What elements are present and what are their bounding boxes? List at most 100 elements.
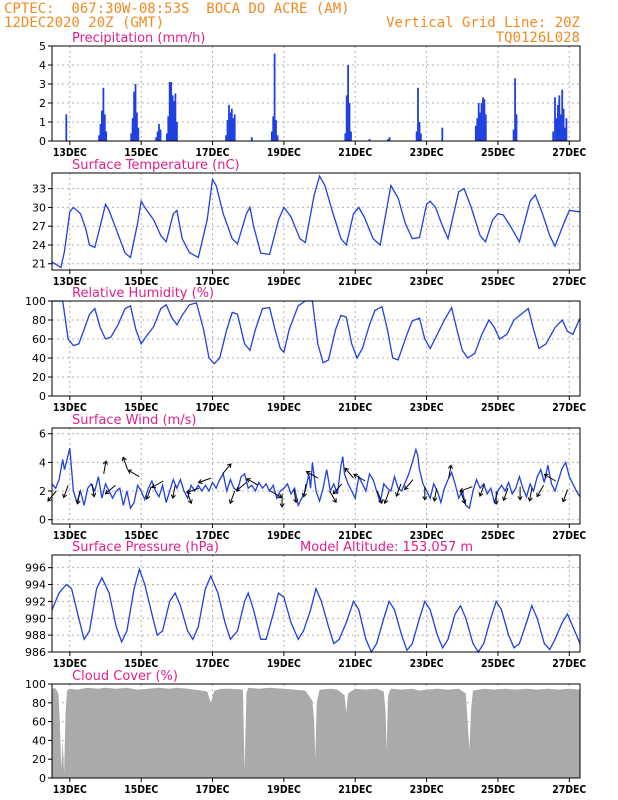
- precip-bar: [228, 104, 230, 141]
- panel-3: 0 20 40 60 80 100 13DEC 15DEC 17DEC 19DEC 21DEC 23D…: [25, 286, 586, 414]
- precip-bar: [557, 104, 559, 141]
- precip-bar: [167, 116, 170, 141]
- xtick-label: 13DEC: [53, 657, 87, 670]
- ytick-label: 988: [25, 629, 46, 642]
- wind-arrow: [404, 479, 414, 490]
- precip-bar: [418, 122, 421, 141]
- ytick-label: 986: [25, 646, 46, 659]
- wind-arrow-head: [235, 486, 241, 492]
- precip-bar: [136, 112, 138, 141]
- panel-1: 0 1 2 3 4 5 13DEC 15DEC 17DEC 19DEC 21DEC 23DEC 25DE…: [39, 31, 586, 159]
- precip-bar: [230, 108, 233, 141]
- ytick-label: 0: [39, 390, 46, 403]
- ytick-label: 20: [32, 371, 46, 384]
- precip-bar: [102, 87, 105, 141]
- wind-arrow: [562, 489, 568, 502]
- xtick-label: 25DEC: [481, 657, 515, 670]
- wind-arrow: [198, 477, 211, 484]
- precip-bar: [273, 53, 276, 141]
- precip-bar: [514, 78, 516, 141]
- wind-arrow-head: [279, 503, 285, 508]
- precip-bar: [344, 133, 347, 141]
- precip-bar: [130, 133, 133, 141]
- panel-title: Cloud Cover (%): [72, 669, 178, 684]
- precip-bar: [155, 137, 158, 141]
- wind-arrow-head: [145, 494, 151, 500]
- precip-bar: [350, 131, 352, 141]
- wind-arrow: [103, 460, 107, 474]
- precip-bar: [562, 108, 565, 141]
- cloud-area: [52, 687, 580, 778]
- precip-bar: [483, 99, 486, 141]
- xtick-label: 19DEC: [267, 401, 301, 414]
- precip-bar: [347, 65, 349, 141]
- wind-arrow-head: [102, 460, 108, 465]
- precip-bar: [229, 112, 232, 141]
- xtick-label: 27DEC: [552, 529, 586, 542]
- ytick-label: 60: [32, 716, 46, 729]
- ytick-label: 0: [39, 772, 46, 785]
- wind-arrow-head: [47, 496, 52, 502]
- xtick-label: 13DEC: [53, 401, 87, 414]
- wind-arrow-head: [62, 493, 68, 499]
- wind-arrow: [222, 463, 232, 475]
- wind-arrow-head: [293, 498, 299, 504]
- precip-bar: [561, 89, 564, 141]
- wind-arrow-head: [527, 497, 533, 502]
- ytick-label: 30: [32, 201, 46, 214]
- xtick-label: 19DEC: [267, 529, 301, 542]
- wind-arrow: [236, 482, 247, 492]
- wind-arrow: [122, 457, 129, 470]
- ytick-label: 100: [25, 678, 46, 691]
- precip-bar: [368, 139, 371, 141]
- plot-frame: [51, 683, 581, 779]
- ytick-label: 40: [32, 352, 46, 365]
- precip-bar: [417, 87, 419, 141]
- xtick-label: 23DEC: [410, 783, 444, 796]
- precip-bar: [250, 137, 253, 141]
- precip-bar: [225, 135, 227, 141]
- wind-arrow-head: [197, 479, 203, 484]
- xtick-label: 15DEC: [124, 657, 158, 670]
- xtick-label: 17DEC: [196, 529, 230, 542]
- precip-bar: [515, 114, 518, 141]
- wind-arrow: [77, 490, 81, 504]
- xtick-label: 13DEC: [53, 529, 87, 542]
- xtick-label: 21DEC: [338, 401, 372, 414]
- precip-bar: [476, 118, 479, 141]
- series-line: [51, 174, 581, 269]
- panel-title: Precipitation (mm/h): [72, 31, 205, 46]
- wind-arrow-head: [228, 499, 234, 505]
- wind-arrow: [329, 490, 337, 503]
- wind-arrow: [105, 484, 116, 495]
- xtick-label: 13DEC: [53, 275, 87, 288]
- wind-arrow-head: [447, 464, 453, 470]
- ytick-label: 4: [39, 59, 46, 72]
- panel-5: 986 988 990 992 994 996 13DEC 15DEC 17DEC 19DEC 21…: [25, 540, 586, 670]
- wind-arrow-head: [353, 473, 359, 479]
- wind-arrow: [91, 483, 95, 497]
- series-line: [51, 447, 581, 510]
- ytick-label: 6: [39, 428, 46, 441]
- xtick-label: 21DEC: [338, 657, 372, 670]
- precip-bar: [272, 116, 275, 141]
- ytick-label: 990: [25, 612, 46, 625]
- xtick-label: 27DEC: [552, 657, 586, 670]
- wind-arrow-head: [332, 498, 337, 504]
- wind-arrow-head: [170, 494, 176, 500]
- ytick-label: 40: [32, 734, 46, 747]
- precip-bar: [564, 127, 566, 141]
- wind-arrow: [448, 465, 452, 479]
- xtick-label: 13DEC: [53, 146, 87, 159]
- wind-arrow: [396, 483, 402, 497]
- wind-arrows: [47, 456, 568, 508]
- wind-arrow: [270, 490, 282, 498]
- panel-subtitle: Model Altitude: 153.057 m: [300, 540, 473, 555]
- xtick-label: 23DEC: [410, 401, 444, 414]
- xtick-label: 25DEC: [481, 275, 515, 288]
- plot-frame: [51, 427, 581, 525]
- panel-title: Relative Humidity (%): [72, 286, 214, 301]
- panel-title: Surface Pressure (hPa): [72, 540, 219, 555]
- precip-bar: [387, 139, 389, 141]
- ytick-label: 1: [39, 116, 46, 129]
